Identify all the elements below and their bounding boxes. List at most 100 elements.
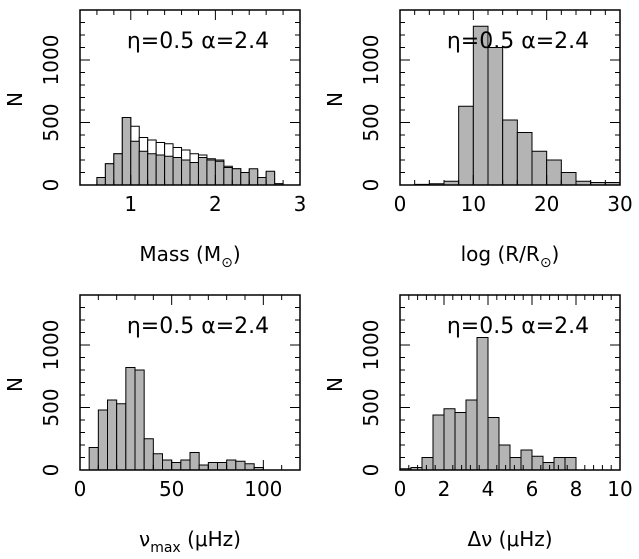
x-tick-label: 0: [394, 192, 407, 216]
histogram-bar: [189, 452, 200, 471]
histogram-bar: [244, 463, 255, 471]
histogram-bar: [134, 369, 145, 471]
histogram-bar: [487, 47, 504, 186]
histogram-bar: [155, 154, 166, 186]
histogram-bar: [248, 168, 259, 186]
x-tick-label: 4: [482, 477, 495, 501]
annotation-text: η=0.5 α=2.4: [447, 29, 589, 54]
y-tick-label: 500: [39, 103, 63, 141]
histogram-bar: [546, 159, 562, 186]
histogram-bar: [138, 150, 149, 186]
histogram-bar: [197, 157, 208, 186]
histogram-bar: [162, 459, 173, 471]
histogram-bar: [476, 337, 489, 471]
histogram-bar: [520, 449, 533, 471]
x-axis-label: Mass (M⊙): [139, 242, 240, 271]
histogram-bar: [235, 460, 246, 471]
histogram-bar: [223, 167, 233, 186]
y-axis-label: N: [323, 92, 347, 107]
x-tick-label: 0: [394, 477, 407, 501]
x-tick-label: 10: [607, 477, 632, 501]
x-tick-label: 30: [607, 192, 632, 216]
histogram-bar: [107, 399, 118, 471]
y-tick-label: 1000: [39, 320, 63, 371]
histogram-bar: [189, 162, 199, 186]
histogram-bar: [542, 462, 555, 471]
y-axis-label: N: [3, 377, 27, 392]
histogram-bar: [432, 414, 445, 471]
histogram-bar: [564, 457, 577, 471]
histogram-bar: [143, 438, 154, 471]
panel-4: 0 2 4 6 8 10 0 500 1000 Nη=0.5 α=2.4 Δν (μHz): [323, 294, 633, 551]
y-tick-label: 0: [39, 464, 63, 477]
histogram-bar: [465, 399, 478, 471]
histogram-bar: [240, 172, 250, 186]
y-axis-label: N: [3, 92, 27, 107]
histogram-bar: [516, 132, 533, 186]
y-tick-label: 500: [39, 388, 63, 426]
histogram-bar: [125, 367, 136, 471]
histogram-bar: [226, 459, 237, 471]
histogram-bar: [217, 462, 228, 471]
histogram-bar: [104, 163, 115, 186]
histogram-bar: [121, 117, 132, 186]
x-tick-label: 2: [209, 192, 222, 216]
histogram-bar: [531, 455, 544, 471]
histogram-bar: [181, 159, 191, 186]
histogram-bar: [443, 408, 456, 471]
histogram-bar: [147, 153, 157, 186]
y-tick-label: 500: [359, 388, 383, 426]
y-tick-label: 1000: [359, 35, 383, 86]
histogram-bar: [164, 155, 174, 186]
histogram-bar: [257, 177, 267, 186]
x-tick-label: 50: [159, 477, 184, 501]
histogram-bar: [88, 447, 99, 471]
histogram-bar: [454, 412, 467, 471]
histogram-bar: [458, 105, 474, 186]
y-tick-label: 0: [359, 179, 383, 192]
y-tick-label: 1000: [39, 35, 63, 86]
x-tick-label: 0: [74, 477, 87, 501]
histogram-bar: [113, 153, 123, 186]
annotation-text: η=0.5 α=2.4: [127, 314, 269, 339]
histogram-bar: [265, 170, 276, 186]
x-axis-label: νmax (μHz): [139, 527, 241, 556]
panel-1: 1 2 3 0 500 1000 Nη=0.5 α=2.4 Mass (M⊙): [3, 9, 307, 271]
histogram-bar: [152, 453, 163, 471]
histogram-bar: [502, 119, 518, 186]
histogram-bar: [206, 159, 216, 186]
histogram-bar: [214, 160, 225, 186]
x-tick-label: 20: [534, 192, 559, 216]
histogram-bar: [97, 409, 109, 471]
x-tick-label: 2: [438, 477, 451, 501]
x-tick-label: 6: [526, 477, 539, 501]
histogram-bar: [171, 462, 182, 471]
y-tick-label: 1000: [359, 320, 383, 371]
histogram-bar: [509, 457, 522, 471]
x-tick-label: 10: [461, 192, 486, 216]
histogram-bar: [421, 457, 434, 471]
y-tick-label: 0: [39, 179, 63, 192]
histogram-bar: [553, 457, 566, 471]
histogram-bar: [172, 157, 183, 186]
x-axis-label: Δν (μHz): [467, 527, 552, 551]
y-axis-label: N: [323, 377, 347, 392]
histogram-bar: [498, 444, 511, 471]
histogram-bar: [231, 168, 242, 186]
histogram-bar: [531, 150, 548, 186]
histogram-bar: [207, 462, 218, 471]
histogram-bar: [560, 172, 577, 186]
histogram-bar: [487, 417, 500, 471]
x-axis-label: log (R/R⊙): [461, 242, 560, 271]
y-tick-label: 0: [359, 464, 383, 477]
histogram-bar: [130, 140, 140, 186]
annotation-text: η=0.5 α=2.4: [447, 314, 589, 339]
histogram-bar: [96, 177, 106, 186]
x-tick-label: 8: [570, 477, 583, 501]
x-tick-label: 3: [294, 192, 307, 216]
x-tick-label: 100: [244, 477, 282, 501]
histogram-bar: [116, 403, 127, 471]
x-tick-label: 1: [124, 192, 137, 216]
